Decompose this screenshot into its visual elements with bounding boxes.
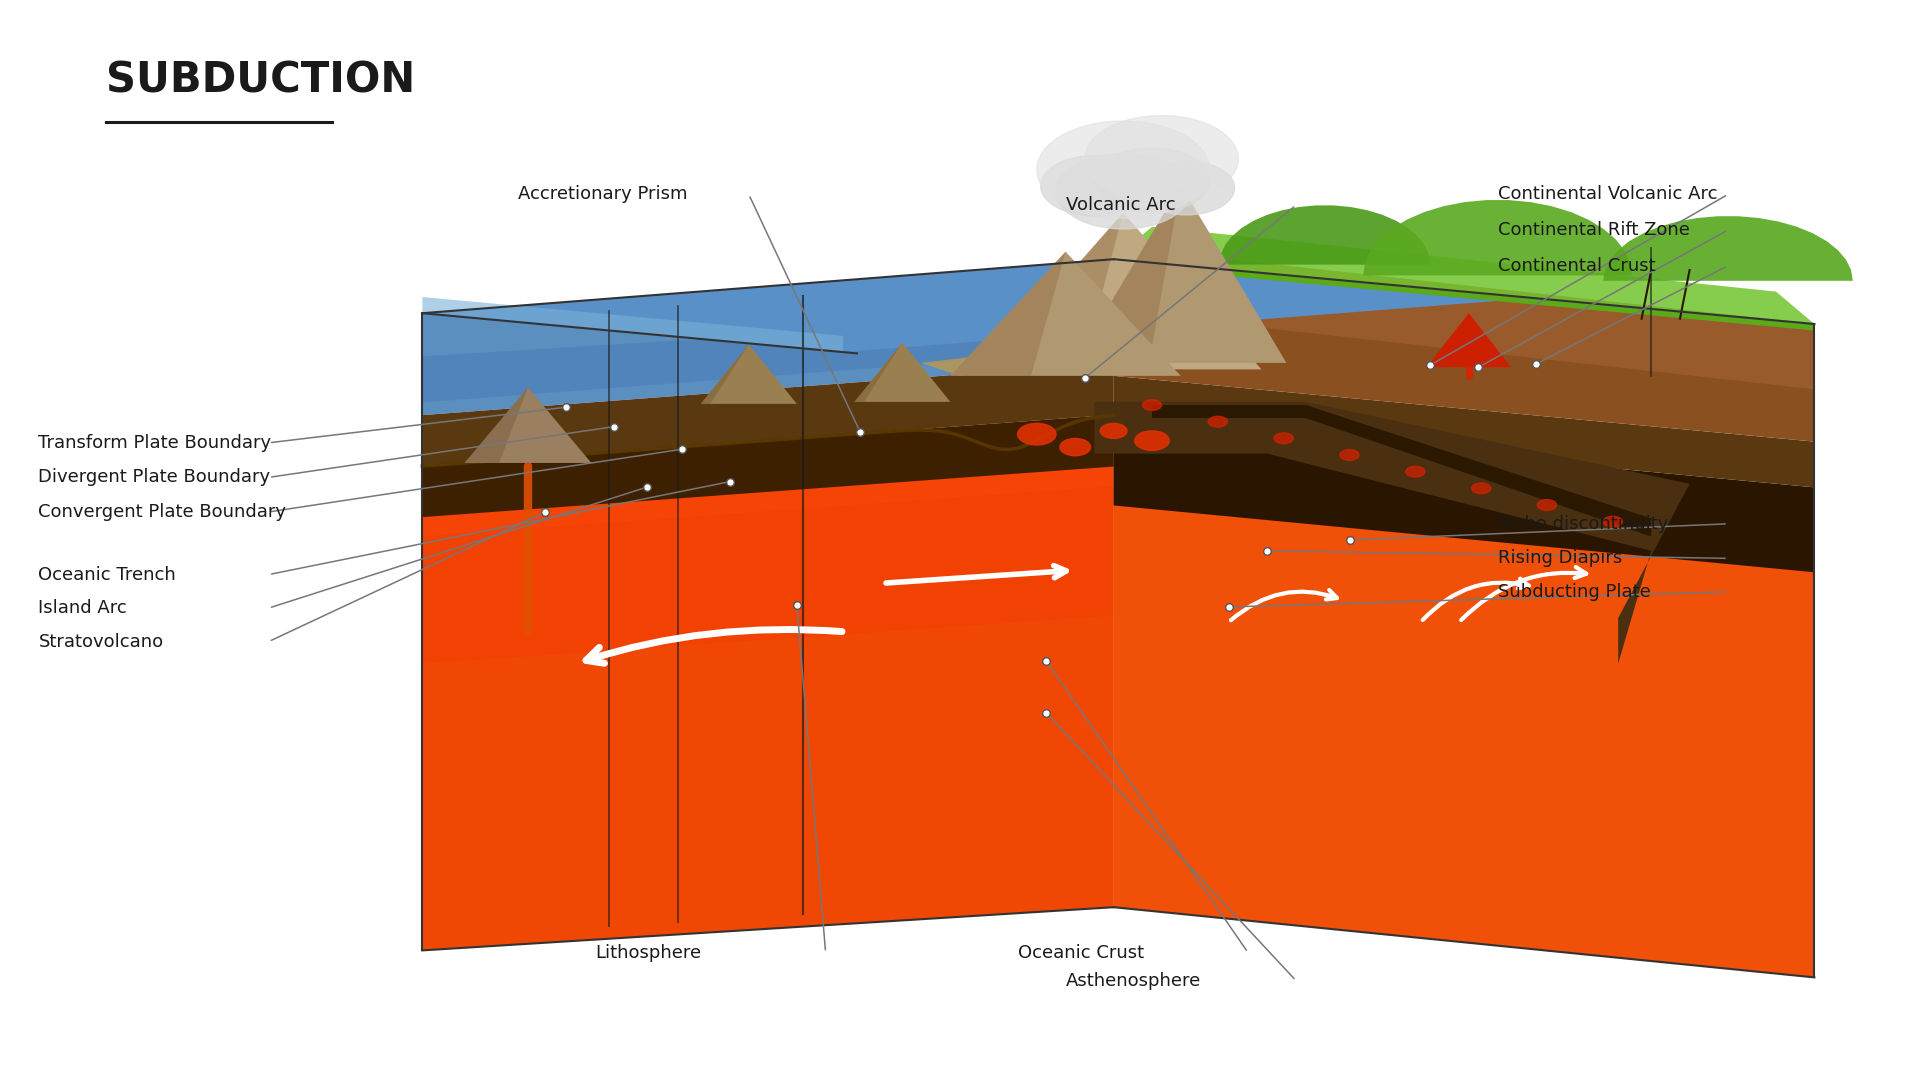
Text: Rising Diapirs: Rising Diapirs: [1498, 550, 1622, 567]
Polygon shape: [701, 345, 797, 404]
Text: Continental Rift Zone: Continental Rift Zone: [1498, 221, 1690, 239]
Text: Subducting Plate: Subducting Plate: [1498, 583, 1651, 600]
Polygon shape: [1114, 227, 1814, 324]
Circle shape: [1018, 423, 1056, 445]
Polygon shape: [1603, 216, 1853, 281]
Text: Island Arc: Island Arc: [38, 599, 127, 617]
Circle shape: [1538, 500, 1557, 511]
Polygon shape: [465, 388, 528, 463]
Text: Volcanic Arc: Volcanic Arc: [1066, 197, 1175, 214]
Text: Continental Crust: Continental Crust: [1498, 257, 1655, 274]
Circle shape: [1085, 116, 1238, 202]
Circle shape: [1041, 156, 1148, 216]
Polygon shape: [854, 342, 902, 402]
Text: Accretionary Prism: Accretionary Prism: [518, 186, 687, 203]
Circle shape: [1340, 449, 1359, 460]
Circle shape: [1275, 433, 1294, 444]
Polygon shape: [1114, 454, 1814, 977]
Text: Divergent Plate Boundary: Divergent Plate Boundary: [38, 469, 271, 486]
Polygon shape: [701, 345, 749, 404]
Polygon shape: [422, 297, 843, 352]
Polygon shape: [1219, 205, 1430, 265]
Polygon shape: [950, 252, 1181, 376]
Polygon shape: [922, 324, 1190, 376]
Polygon shape: [1075, 185, 1286, 363]
Polygon shape: [422, 356, 1114, 950]
Circle shape: [1037, 121, 1210, 218]
Polygon shape: [1229, 259, 1814, 390]
Circle shape: [1060, 438, 1091, 456]
Circle shape: [1100, 423, 1127, 438]
Text: Lithosphere: Lithosphere: [595, 944, 701, 961]
Text: Moho discontinuity: Moho discontinuity: [1498, 515, 1668, 532]
Polygon shape: [985, 213, 1123, 369]
Polygon shape: [422, 415, 1114, 517]
Text: Stratovolcano: Stratovolcano: [38, 633, 163, 650]
Polygon shape: [422, 616, 1114, 950]
Polygon shape: [465, 388, 591, 463]
Circle shape: [1094, 148, 1210, 213]
Polygon shape: [422, 363, 1114, 467]
Polygon shape: [1114, 376, 1814, 487]
Text: Oceanic Trench: Oceanic Trench: [38, 566, 177, 583]
Text: Asthenosphere: Asthenosphere: [1066, 972, 1200, 989]
Polygon shape: [1114, 421, 1814, 572]
Polygon shape: [985, 213, 1261, 369]
Polygon shape: [1363, 200, 1632, 275]
Circle shape: [1208, 416, 1227, 427]
Polygon shape: [422, 313, 1114, 403]
Polygon shape: [422, 259, 1114, 415]
Circle shape: [1603, 516, 1622, 527]
Circle shape: [1139, 161, 1235, 215]
Text: Oceanic Crust: Oceanic Crust: [1018, 944, 1144, 961]
Polygon shape: [1114, 505, 1814, 977]
Polygon shape: [1427, 313, 1511, 367]
Circle shape: [1405, 467, 1425, 477]
Polygon shape: [854, 342, 950, 402]
Polygon shape: [1152, 405, 1651, 537]
Text: Transform Plate Boundary: Transform Plate Boundary: [38, 434, 271, 451]
Text: Continental Volcanic Arc: Continental Volcanic Arc: [1498, 186, 1716, 203]
Circle shape: [1471, 483, 1490, 494]
Text: Convergent Plate Boundary: Convergent Plate Boundary: [38, 503, 286, 521]
Polygon shape: [1114, 259, 1814, 330]
Polygon shape: [1075, 185, 1181, 363]
Polygon shape: [422, 441, 1114, 950]
Circle shape: [1135, 431, 1169, 450]
Polygon shape: [422, 486, 1114, 950]
Polygon shape: [422, 259, 1534, 352]
Polygon shape: [950, 252, 1066, 376]
Polygon shape: [1094, 402, 1690, 664]
Polygon shape: [1114, 259, 1814, 442]
Polygon shape: [922, 343, 1114, 376]
Circle shape: [1142, 400, 1162, 410]
Text: SUBDUCTION: SUBDUCTION: [106, 59, 415, 102]
Circle shape: [1056, 153, 1190, 229]
